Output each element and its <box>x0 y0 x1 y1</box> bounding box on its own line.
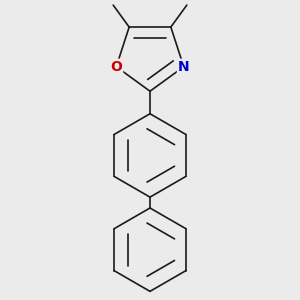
Text: O: O <box>110 60 122 74</box>
Text: N: N <box>178 60 190 74</box>
